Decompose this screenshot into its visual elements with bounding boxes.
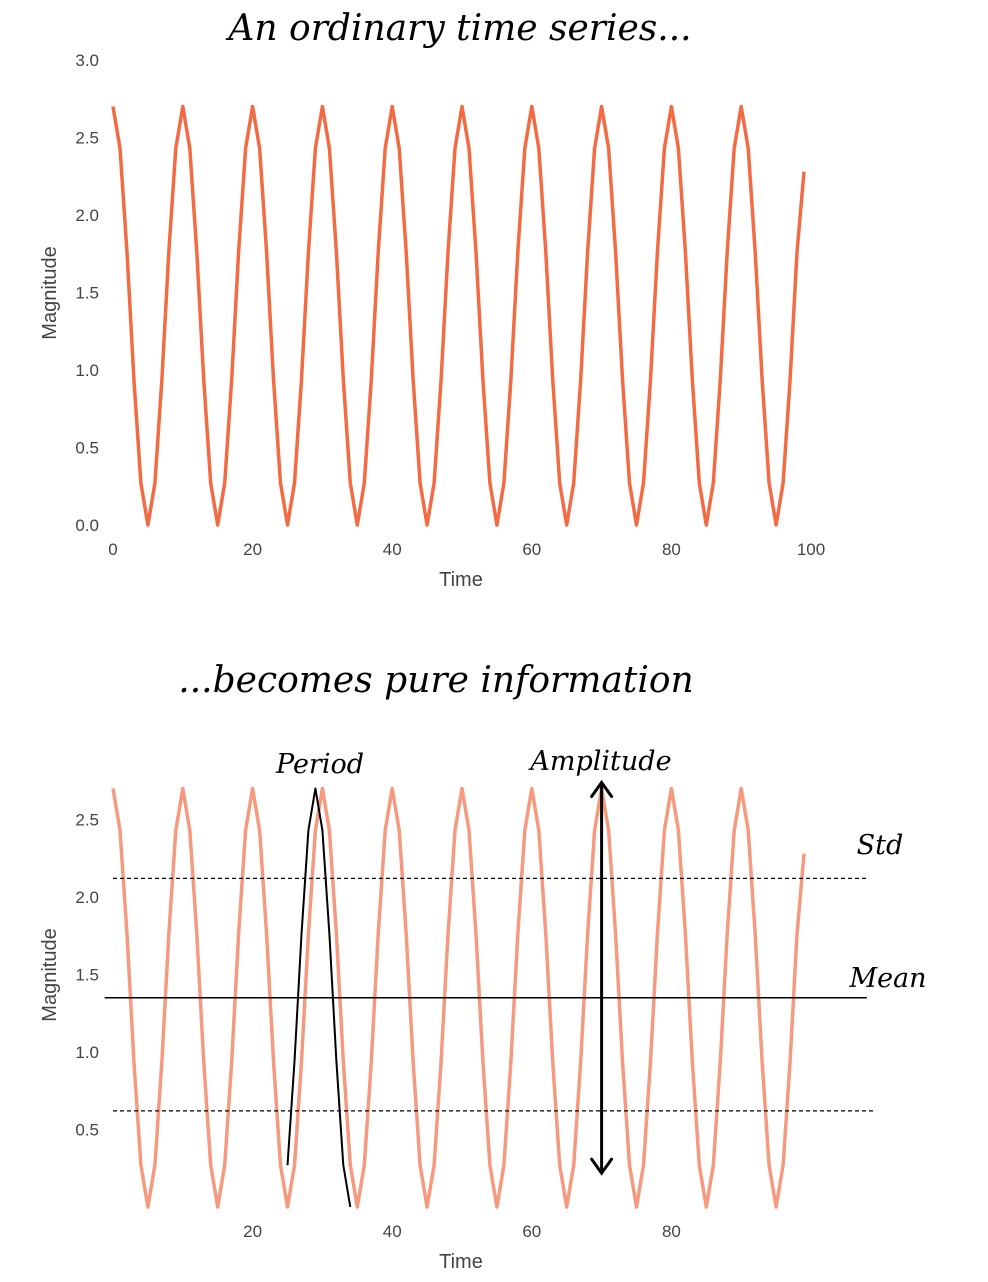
- amplitude-arrow-head-bottom: [590, 1157, 614, 1176]
- y-tick-label: 2.5: [75, 129, 99, 148]
- x-tick-label: 80: [662, 540, 681, 559]
- top-x-axis-label: Time: [439, 569, 483, 591]
- x-tick-label: 80: [662, 1222, 681, 1241]
- y-tick-label: 0.0: [75, 516, 99, 535]
- std-label: Std: [857, 830, 904, 861]
- y-tick-label: 2.0: [75, 206, 99, 225]
- y-tick-label: 1.0: [75, 1043, 99, 1062]
- y-tick-label: 1.5: [75, 284, 99, 303]
- y-tick-label: 3.0: [75, 51, 99, 70]
- mean-label: Mean: [848, 963, 926, 994]
- bottom-chart-title: ...becomes pure information: [178, 660, 693, 701]
- y-tick-label: 2.0: [75, 888, 99, 907]
- x-tick-label: 40: [383, 540, 402, 559]
- bottom-y-ticks: 0.5 1.0 1.5 2.0 2.5: [75, 811, 99, 1140]
- top-y-ticks: 0.0 0.5 1.0 1.5 2.0 2.5 3.0: [75, 51, 99, 535]
- x-tick-label: 100: [797, 540, 825, 559]
- amplitude-arrow-head-top: [590, 779, 614, 798]
- x-tick-label: 20: [243, 1222, 262, 1241]
- y-tick-label: 1.5: [75, 966, 99, 985]
- period-label: Period: [275, 749, 364, 780]
- bottom-x-axis-label: Time: [439, 1251, 483, 1273]
- bottom-x-ticks: 20 40 60 80: [243, 1222, 681, 1241]
- y-tick-label: 2.5: [75, 811, 99, 830]
- x-tick-label: 60: [522, 540, 541, 559]
- top-y-axis-label: Magnitude: [39, 246, 61, 339]
- bottom-chart: ...becomes pure information 0.5 1.0 1.5 2.0…: [39, 660, 927, 1273]
- top-x-ticks: 0 20 40 60 80 100: [108, 540, 825, 559]
- amplitude-arrow: [590, 779, 614, 1176]
- top-chart-title: An ordinary time series...: [225, 8, 691, 49]
- x-tick-label: 40: [383, 1222, 402, 1241]
- y-tick-label: 1.0: [75, 361, 99, 380]
- top-chart: An ordinary time series... 0.0 0.5 1.0 1.5 2…: [39, 8, 825, 591]
- y-tick-label: 0.5: [75, 1121, 99, 1140]
- amplitude-label: Amplitude: [527, 746, 671, 777]
- x-tick-label: 20: [243, 540, 262, 559]
- x-tick-label: 60: [522, 1222, 541, 1241]
- top-series-line: [111, 104, 806, 527]
- period-highlight-line: [286, 787, 352, 1208]
- x-tick-label: 0: [108, 540, 117, 559]
- bottom-y-axis-label: Magnitude: [39, 928, 61, 1021]
- y-tick-label: 0.5: [75, 439, 99, 458]
